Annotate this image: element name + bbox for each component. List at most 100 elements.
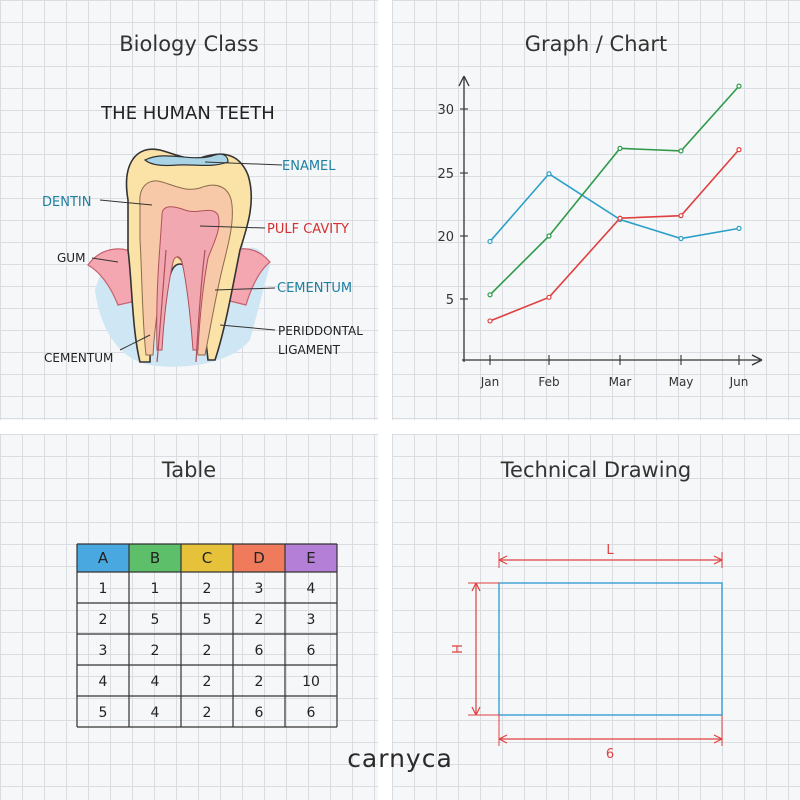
table-cell-text: 4 [151, 705, 160, 721]
table-cell-text: 3 [255, 581, 264, 597]
table-cell-text: 10 [302, 674, 320, 690]
brand-logo-text: carnyca [347, 744, 453, 773]
y-tick-label: 25 [437, 167, 454, 182]
table-cell-text: 2 [203, 643, 212, 659]
label-gum: GUM [57, 251, 85, 265]
series-point [487, 318, 493, 324]
dentin-leader [99, 199, 153, 206]
chart-panel-title: Graph / Chart [524, 32, 668, 56]
table-header-cell [181, 544, 233, 572]
label-enamel: ENAMEL [282, 159, 336, 174]
x-tick-label: May [669, 375, 694, 389]
technical-panel-title: Technical Drawing [500, 458, 692, 482]
table-cell-text: 2 [99, 612, 108, 628]
periodontal-leader [219, 324, 276, 331]
table-cell-text: 5 [151, 612, 160, 628]
label-pulp-cavity: PULF CAVITY [267, 222, 349, 237]
series-point [617, 145, 623, 151]
series-point [487, 292, 493, 298]
label-cementum-right: CEMENTUM [277, 281, 352, 296]
table-cell-text: 3 [307, 612, 316, 628]
series-line-2 [489, 85, 740, 296]
table-cell-text: 2 [255, 612, 264, 628]
table-cell-text: 6 [307, 643, 316, 659]
biology-panel: Biology Class THE HUMAN TEETH ENAMEL DEN… [0, 0, 378, 420]
label-dentin: DENTIN [42, 195, 91, 210]
table-cell-text: 2 [203, 674, 212, 690]
series-point [546, 171, 552, 177]
pulp-leader [199, 225, 266, 229]
dimension-label-bottom: 6 [606, 747, 614, 762]
table-header-cell [77, 544, 129, 572]
table-cell-text: 2 [203, 705, 212, 721]
chart-labels-group: 5 20 25 30 Jan Feb Mar May Jun [437, 103, 748, 389]
label-cementum-left: CEMENTUM [44, 351, 113, 365]
pulp-cavity [156, 206, 220, 351]
line-chart: 5 20 25 30 Jan Feb Mar May Jun [437, 75, 763, 389]
cementum-left-leader [119, 334, 151, 351]
series-point [546, 294, 552, 300]
enamel-leader [204, 161, 283, 166]
table-cell-text: 4 [151, 674, 160, 690]
y-tick-label: 5 [446, 293, 454, 308]
data-table: A B C D E 1 1 2 3 4 2 5 5 2 3 3 2 2 6 6 4 4 2 2 10 5 4 2 6 6 [76, 543, 338, 728]
table-cell-text: 6 [307, 705, 316, 721]
tooth-diagram: THE HUMAN TEETH ENAMEL DENTIN PULF CAVIT… [42, 103, 363, 367]
y-tick-label: 20 [437, 230, 454, 245]
chart-panel: Graph / Chart 5 20 25 30 Jan Feb Mar May Jun [392, 0, 800, 420]
label-periodontal-line1: PERIDDONTAL [278, 324, 363, 338]
series-point [736, 225, 742, 231]
series-point [736, 83, 742, 89]
table-cell-text: 5 [99, 705, 108, 721]
x-tick-label: Jan [480, 375, 500, 389]
label-periodontal-line2: LIGAMENT [278, 343, 341, 357]
x-tick-label: Mar [609, 375, 632, 389]
table-cell-text: 6 [255, 643, 264, 659]
root-canal-right [195, 249, 206, 363]
table-header-text: E [306, 549, 315, 567]
table-cell-text: 2 [151, 643, 160, 659]
table-cell-text: 4 [307, 581, 316, 597]
table-cell-text: 2 [255, 674, 264, 690]
series-point [736, 147, 742, 153]
chart-axes [458, 75, 763, 366]
chart-series-group [487, 83, 742, 324]
table-header-cell [233, 544, 285, 572]
table-cell-text: 5 [203, 612, 212, 628]
technical-drawing: L H 6 [451, 543, 723, 762]
table-cell-text: 1 [151, 581, 160, 597]
arrow-heads-top [498, 555, 723, 565]
series-point [678, 148, 684, 154]
enamel [143, 153, 229, 167]
table-panel: Table A B C D E 1 1 2 3 4 2 5 5 2 3 3 2 2 6 6 4 4 2 2 10 5 4 2 6 6 [0, 434, 378, 800]
biology-panel-title: Biology Class [119, 32, 259, 56]
arrow-heads-left [471, 582, 481, 716]
y-tick-label: 30 [437, 103, 454, 118]
series-point [546, 233, 552, 239]
table-panel-title: Table [161, 458, 217, 482]
x-axis-arrow [751, 354, 763, 366]
table-cell-text: 2 [203, 581, 212, 597]
table-header-cell [285, 544, 337, 572]
diagram-heading: THE HUMAN TEETH [100, 103, 275, 124]
cementum-right-leader [214, 287, 276, 291]
series-point [617, 215, 623, 221]
table-header-text: D [253, 549, 265, 567]
y-axis-arrow [458, 75, 470, 87]
series-line-1 [489, 172, 740, 242]
table-cell-text: 4 [99, 674, 108, 690]
table-header-cell [129, 544, 181, 572]
dimension-label-left: H [451, 644, 466, 654]
table-cell-text: 3 [99, 643, 108, 659]
x-tick-label: Feb [538, 375, 559, 389]
table-cell-text: 1 [99, 581, 108, 597]
gum-leader [91, 257, 119, 263]
technical-panel: Technical Drawing L H 6 [392, 434, 800, 800]
x-tick-label: Jun [729, 375, 749, 389]
table-header-text: B [150, 549, 160, 567]
table-cell-text: 6 [255, 705, 264, 721]
series-point [678, 235, 684, 242]
arrow-heads-bottom [498, 734, 723, 744]
root-canal-left [156, 249, 167, 363]
table-header-text: A [98, 549, 109, 567]
